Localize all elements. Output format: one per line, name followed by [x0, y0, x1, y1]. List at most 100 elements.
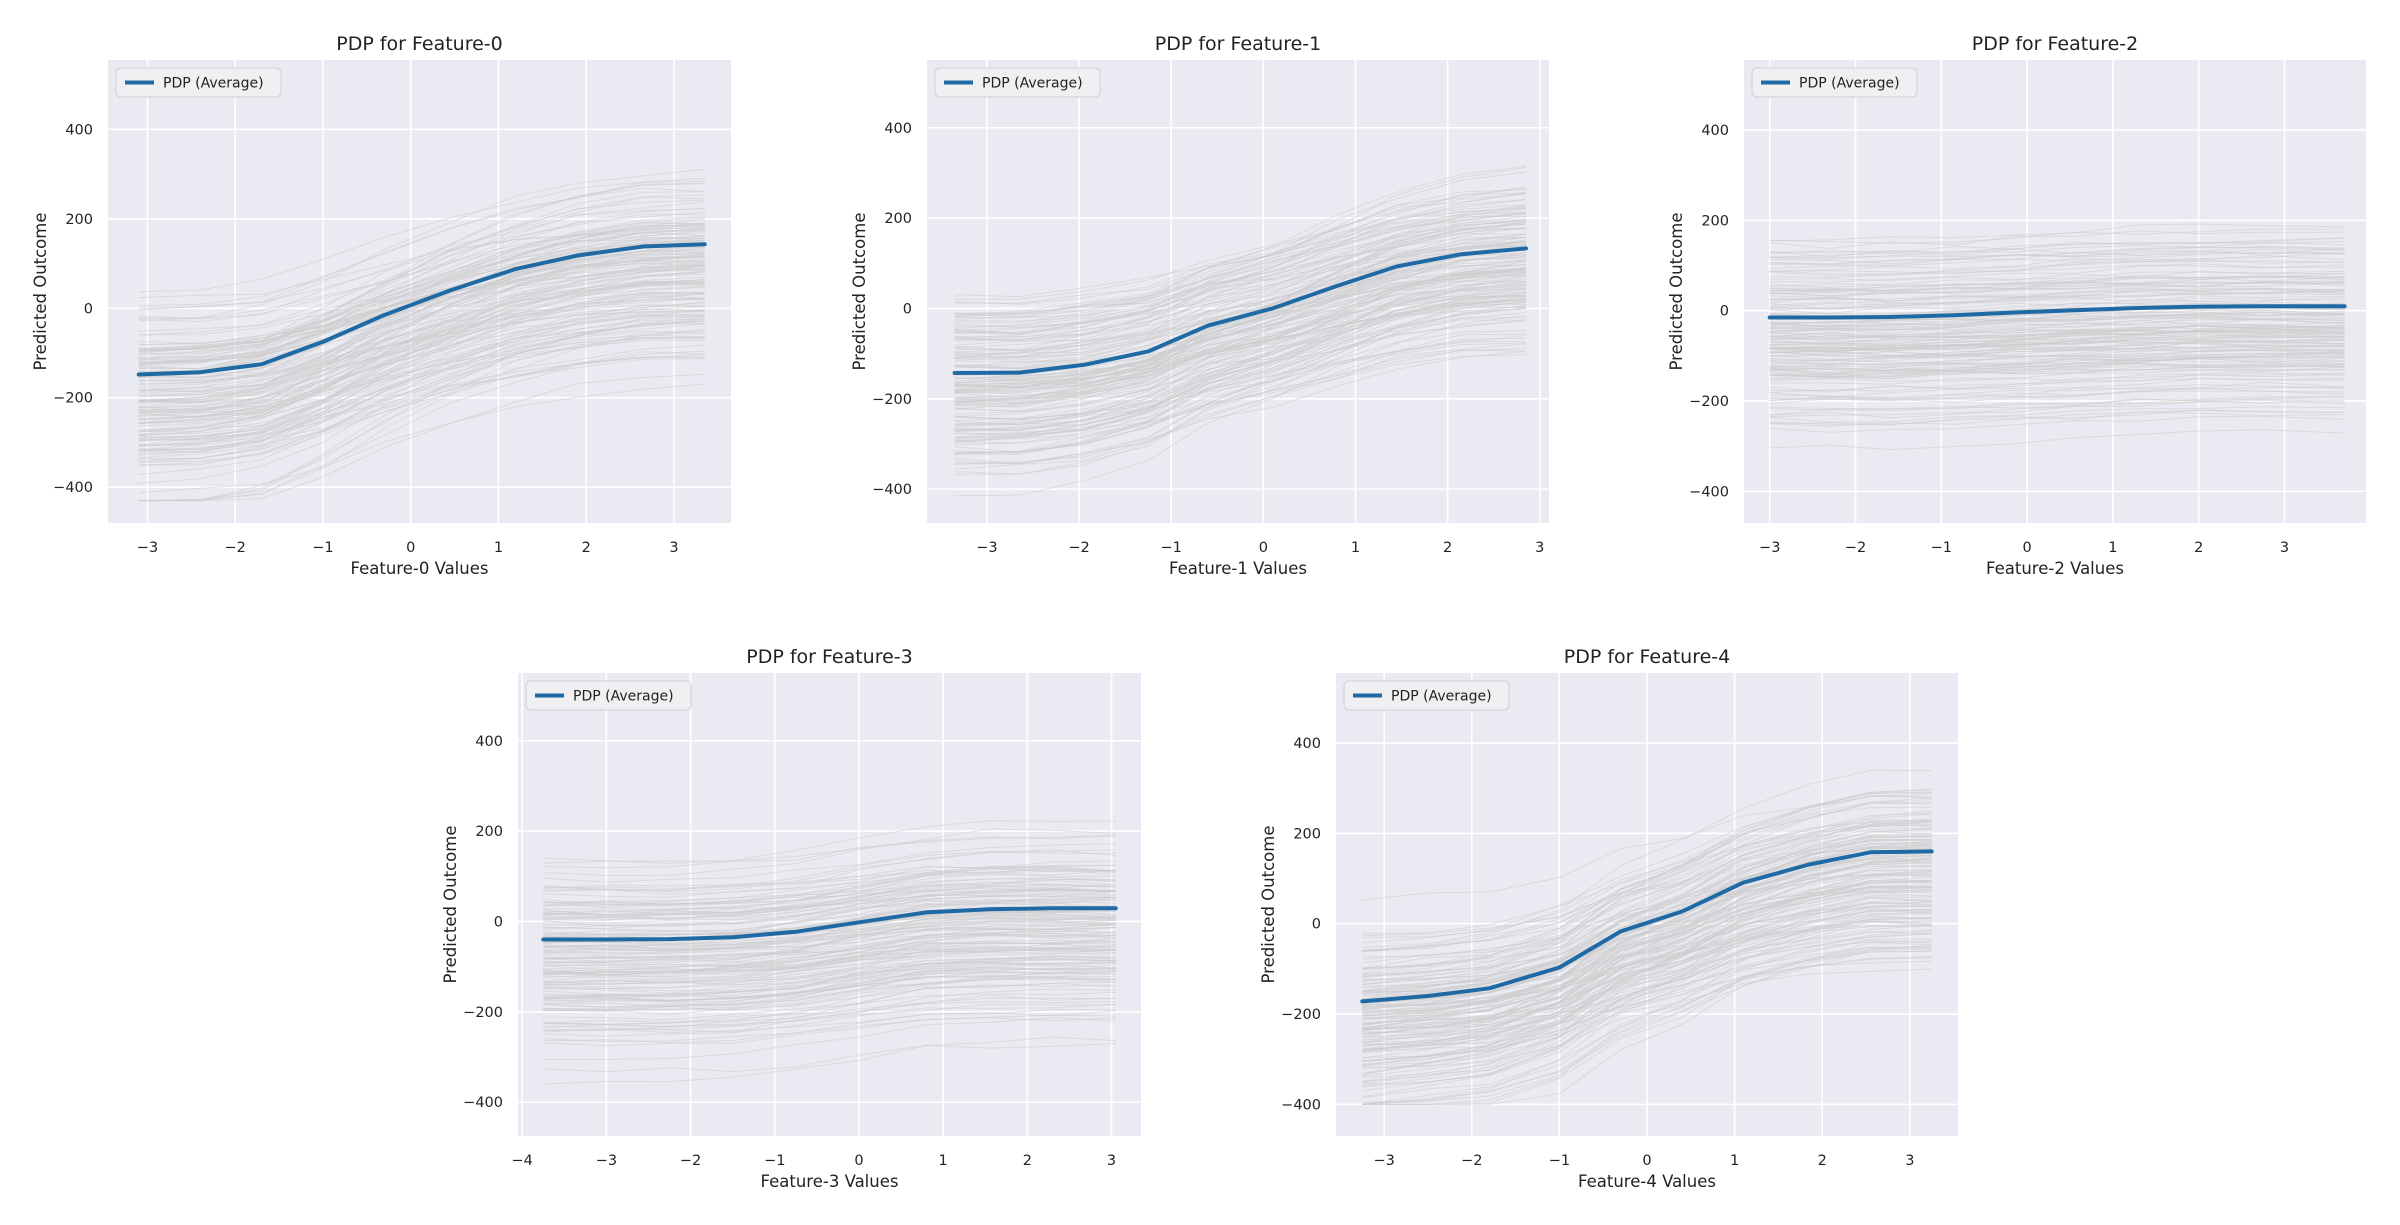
ice-line	[1769, 335, 2345, 347]
ice-line	[1362, 913, 1932, 1105]
y-tick-label: −200	[872, 392, 912, 408]
ice-line	[1362, 769, 1932, 952]
ice-line	[1362, 905, 1932, 1038]
x-tick-label: 0	[1259, 540, 1268, 556]
ice-line	[1769, 324, 2345, 339]
ice-line	[543, 942, 1116, 974]
ice-line	[1769, 351, 2345, 374]
ice-line	[1362, 847, 1932, 971]
ice-line	[1769, 300, 2345, 315]
x-tick-label: 2	[1443, 540, 1452, 556]
ice-line	[1362, 797, 1932, 969]
x-tick-label: 1	[939, 1153, 948, 1169]
ice-line	[138, 383, 705, 494]
ice-line	[1362, 874, 1932, 1082]
ice-line	[954, 211, 1527, 317]
ice-line	[1769, 373, 2345, 393]
y-tick-label: −400	[872, 482, 912, 498]
ice-line	[1769, 281, 2345, 293]
ice-line	[1769, 429, 2345, 451]
ice-line	[543, 1003, 1116, 1037]
chart-title: PDP for Feature-2	[1972, 33, 2139, 55]
ice-line	[543, 869, 1116, 917]
ice-line	[138, 187, 705, 307]
ice-line	[543, 1001, 1116, 1024]
ice-lines	[138, 168, 705, 502]
ice-line	[1362, 897, 1932, 1012]
ice-line	[543, 970, 1116, 1001]
y-tick-label: −200	[1689, 394, 1729, 410]
x-tick-label: 3	[2280, 540, 2289, 556]
y-tick-label: 0	[84, 301, 93, 317]
ice-line	[1769, 371, 2345, 385]
ice-line	[1362, 847, 1932, 1003]
ice-line	[138, 302, 705, 460]
ice-line	[1362, 946, 1932, 1051]
legend: PDP (Average)	[1343, 680, 1510, 711]
ice-line	[1362, 795, 1932, 983]
ice-line	[1769, 319, 2345, 337]
ice-line	[1362, 789, 1932, 1000]
ice-line	[954, 349, 1527, 441]
y-tick-label: −200	[53, 391, 93, 407]
x-tick-label: 3	[1535, 540, 1544, 556]
ice-line	[543, 958, 1116, 998]
ice-line	[1769, 339, 2345, 352]
ice-line	[543, 835, 1116, 864]
legend: PDP (Average)	[1751, 67, 1918, 98]
y-tick-label: 200	[884, 211, 912, 227]
ice-line	[543, 927, 1116, 975]
ice-line	[543, 1036, 1116, 1085]
ice-line	[1769, 264, 2345, 277]
ice-line	[954, 303, 1527, 404]
ice-line	[1362, 929, 1932, 1036]
ice-line	[138, 208, 705, 323]
y-tick-label: 400	[884, 121, 912, 137]
ice-line	[543, 959, 1116, 990]
ice-line	[1769, 260, 2345, 278]
ice-line	[543, 820, 1116, 864]
ice-line	[138, 168, 705, 319]
y-axis-label: Predicted Outcome	[1667, 212, 1686, 370]
ice-line	[954, 272, 1527, 422]
ice-line	[543, 923, 1116, 947]
ice-line	[1362, 956, 1932, 1046]
x-axis-label: Feature-3 Values	[761, 1172, 899, 1191]
ice-line	[1362, 910, 1932, 1019]
ice-line	[543, 931, 1116, 968]
y-tick-label: −200	[1281, 1007, 1321, 1023]
x-tick-label: 1	[1351, 540, 1360, 556]
ice-line	[1362, 819, 1932, 969]
ice-line	[954, 216, 1527, 393]
ice-line	[543, 1043, 1116, 1073]
x-tick-label: −3	[137, 540, 158, 556]
legend-box	[525, 680, 692, 711]
y-tick-label: −400	[53, 480, 93, 496]
y-tick-label: 200	[1701, 213, 1729, 229]
ice-line	[1362, 821, 1932, 935]
ice-line	[138, 353, 705, 463]
ice-line	[954, 295, 1527, 439]
ice-line	[1769, 325, 2345, 340]
x-tick-label: −2	[680, 1153, 701, 1169]
ice-line	[954, 252, 1527, 431]
ice-line	[954, 292, 1527, 391]
ice-line	[1362, 931, 1932, 1051]
ice-line	[543, 982, 1116, 1026]
ice-line	[138, 309, 705, 396]
x-axis-label: Feature-4 Values	[1578, 1172, 1716, 1191]
ice-line	[138, 323, 705, 451]
ice-line	[1769, 237, 2345, 258]
ice-line	[1362, 791, 1932, 901]
ice-line	[1362, 950, 1932, 1034]
x-tick-label: 2	[1023, 1153, 1032, 1169]
ice-line	[543, 865, 1116, 890]
ice-line	[543, 876, 1116, 907]
x-tick-label: −2	[1461, 1153, 1482, 1169]
ice-line	[1362, 853, 1932, 1062]
ice-line	[954, 165, 1527, 329]
ice-line	[1362, 813, 1932, 952]
ice-line	[954, 335, 1527, 470]
ice-line	[1769, 350, 2345, 369]
